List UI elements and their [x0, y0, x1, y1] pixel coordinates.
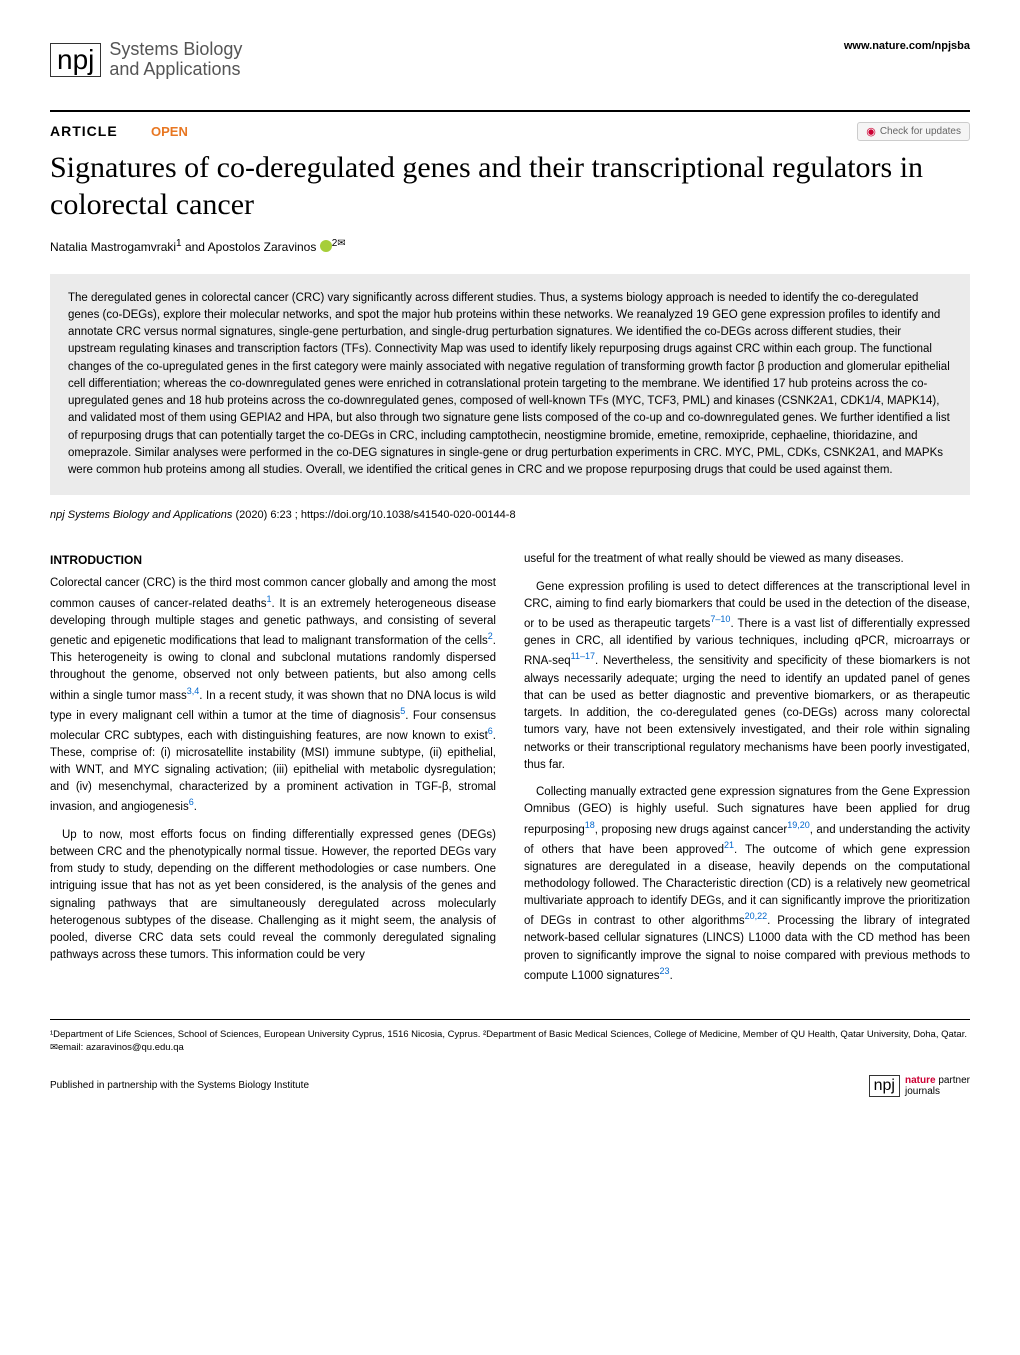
ref-3-4[interactable]: 3,4: [187, 686, 200, 696]
citation: npj Systems Biology and Applications (20…: [50, 509, 970, 521]
citation-info: (2020) 6:23 ; https://doi.org/10.1038/s4…: [235, 509, 515, 521]
ref-7-10[interactable]: 7–10: [710, 614, 730, 624]
abstract: The deregulated genes in colorectal canc…: [50, 274, 970, 496]
npj-logo: npj: [50, 43, 101, 77]
article-type: ARTICLE OPEN: [50, 123, 188, 139]
partner-word: partner: [938, 1075, 970, 1086]
site-url[interactable]: www.nature.com/npjsba: [844, 40, 970, 52]
body-columns: INTRODUCTION Colorectal cancer (CRC) is …: [50, 551, 970, 995]
author-and: and Apostolos Zaravinos: [182, 240, 317, 254]
journal-name-line1: Systems Biology: [109, 40, 242, 60]
npj-partner-logo: npj nature partner journals: [869, 1075, 970, 1097]
publisher-note: Published in partnership with the System…: [50, 1080, 309, 1091]
column-left: INTRODUCTION Colorectal cancer (CRC) is …: [50, 551, 496, 995]
orcid-icon[interactable]: [320, 240, 332, 252]
divider: [50, 110, 970, 112]
ref-23[interactable]: 23: [660, 966, 670, 976]
author-1: Natalia Mastrogamvraki: [50, 240, 176, 254]
authors: Natalia Mastrogamvraki1 and Apostolos Za…: [50, 238, 970, 254]
ref-18[interactable]: 18: [585, 820, 595, 830]
intro-heading: INTRODUCTION: [50, 551, 496, 569]
column-right: useful for the treatment of what really …: [524, 551, 970, 995]
intro-p4: Collecting manually extracted gene expre…: [524, 784, 970, 985]
intro-p2-cont: useful for the treatment of what really …: [524, 551, 970, 568]
corr-sup: ✉: [337, 238, 345, 249]
journal-logo: npj Systems Biology and Applications: [50, 40, 242, 80]
nature-word: nature: [905, 1075, 936, 1086]
journal-name: Systems Biology and Applications: [109, 40, 242, 80]
check-updates-button[interactable]: Check for updates: [857, 122, 970, 141]
article-label: ARTICLE: [50, 123, 118, 139]
intro-p3: Gene expression profiling is used to det…: [524, 579, 970, 774]
npj-small-logo: npj: [869, 1075, 900, 1097]
page-footer: Published in partnership with the System…: [50, 1075, 970, 1097]
journal-name-line2: and Applications: [109, 60, 242, 80]
open-access-label: OPEN: [151, 124, 188, 139]
citation-journal: npj Systems Biology and Applications: [50, 509, 232, 521]
article-meta-row: ARTICLE OPEN Check for updates: [50, 122, 970, 141]
intro-p1: Colorectal cancer (CRC) is the third mos…: [50, 575, 496, 816]
affiliations: ¹Department of Life Sciences, School of …: [50, 1019, 970, 1055]
ref-21[interactable]: 21: [724, 840, 734, 850]
intro-p2: Up to now, most efforts focus on finding…: [50, 827, 496, 965]
article-title: Signatures of co-deregulated genes and t…: [50, 149, 970, 224]
journals-word: journals: [905, 1086, 940, 1097]
ref-19-20[interactable]: 19,20: [787, 820, 810, 830]
ref-11-17[interactable]: 11–17: [571, 651, 595, 661]
ref-20-22[interactable]: 20,22: [745, 911, 768, 921]
nature-partner-text: nature partner journals: [905, 1075, 970, 1097]
header: npj Systems Biology and Applications www…: [50, 40, 970, 80]
